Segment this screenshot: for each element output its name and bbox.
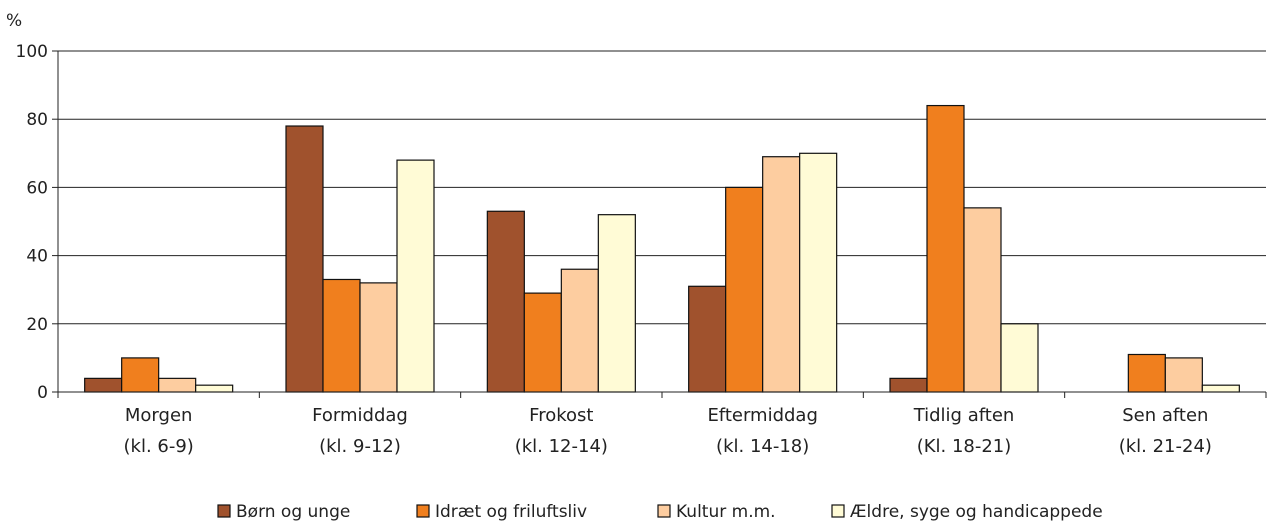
legend-label-0: Børn og unge	[236, 502, 350, 522]
gridlines	[58, 51, 1266, 324]
y-tick-label-100: 100	[16, 42, 48, 62]
y-axis-unit-label: %	[6, 11, 22, 31]
x-category-sublabel-0: (kl. 6-9)	[124, 436, 194, 457]
x-category-label-3: Eftermiddag	[707, 405, 817, 426]
bar-0-2	[159, 378, 196, 392]
bar-3-2	[763, 157, 800, 392]
bars-group	[85, 106, 1240, 392]
y-tick-label-60: 60	[26, 178, 48, 198]
bar-4-3	[1001, 324, 1038, 392]
y-tick-label-20: 20	[26, 315, 48, 335]
legend-swatch-1	[417, 505, 429, 517]
legend: Børn og unge Idræt og friluftsliv Kultur m…	[218, 502, 1103, 522]
x-category-sublabel-4: (Kl. 18-21)	[917, 436, 1012, 457]
bar-4-0	[890, 378, 927, 392]
bar-5-1	[1128, 354, 1165, 392]
x-category-sublabel-1: (kl. 9-12)	[319, 436, 401, 457]
legend-swatch-2	[658, 505, 670, 517]
bar-4-2	[964, 208, 1001, 392]
x-category-sublabel-5: (kl. 21-24)	[1119, 436, 1212, 457]
legend-swatch-0	[218, 505, 230, 517]
bar-1-1	[323, 279, 360, 392]
bar-1-3	[397, 160, 434, 392]
bar-2-3	[598, 215, 635, 392]
bar-3-1	[726, 187, 763, 392]
x-category-labels: Morgen (kl. 6-9) Formiddag (kl. 9-12) Frokos…	[124, 405, 1212, 457]
axes	[52, 51, 1266, 398]
bar-1-2	[360, 283, 397, 392]
y-tick-label-0: 0	[37, 383, 48, 403]
bar-4-1	[927, 106, 964, 392]
y-tick-labels: 0 20 40 60 80 100	[16, 42, 48, 403]
bar-1-0	[286, 126, 323, 392]
bar-2-0	[487, 211, 524, 392]
x-category-label-4: Tidlig aften	[913, 405, 1015, 426]
bar-0-1	[122, 358, 159, 392]
legend-swatch-3	[832, 505, 844, 517]
bar-0-3	[196, 385, 233, 392]
x-category-label-2: Frokost	[529, 405, 593, 426]
x-category-label-0: Morgen	[125, 405, 193, 426]
x-category-sublabel-2: (kl. 12-14)	[515, 436, 608, 457]
bar-3-3	[800, 153, 837, 392]
x-category-label-1: Formiddag	[312, 405, 408, 426]
legend-label-2: Kultur m.m.	[676, 502, 776, 522]
legend-label-3: Ældre, syge og handicappede	[850, 502, 1103, 522]
bar-5-2	[1165, 358, 1202, 392]
x-category-label-5: Sen aften	[1122, 405, 1208, 426]
x-category-sublabel-3: (kl. 14-18)	[716, 436, 809, 457]
bar-2-2	[561, 269, 598, 392]
bar-3-0	[689, 286, 726, 392]
y-tick-label-80: 80	[26, 110, 48, 130]
bar-2-1	[524, 293, 561, 392]
bar-0-0	[85, 378, 122, 392]
legend-label-1: Idræt og friluftsliv	[435, 502, 587, 522]
y-tick-label-40: 40	[26, 247, 48, 267]
bar-5-3	[1202, 385, 1239, 392]
